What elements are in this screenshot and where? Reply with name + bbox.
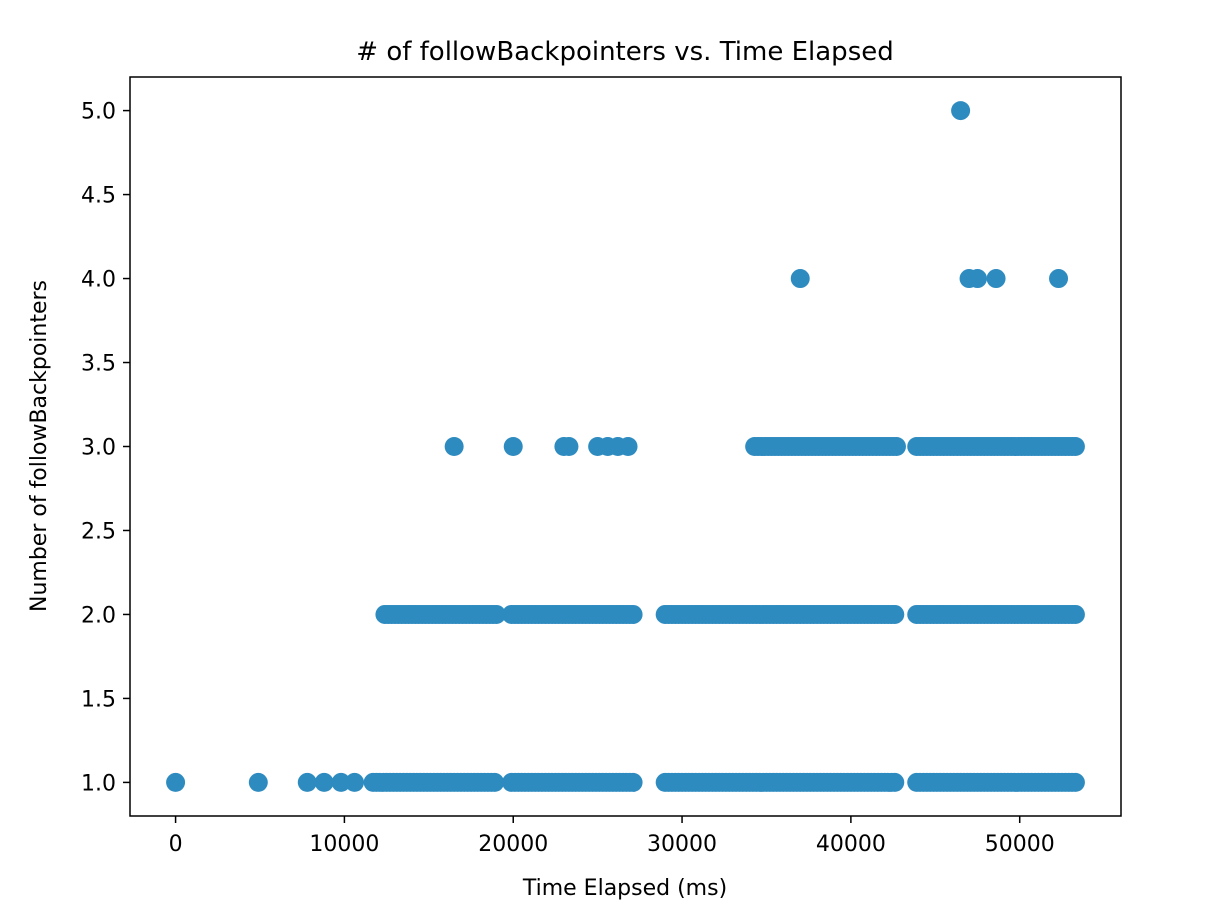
y-axis: 1.0 1.5 2.0 2.5 3.0 3.5 4.0 4.5 5.0 bbox=[81, 100, 130, 796]
data-point bbox=[503, 437, 523, 456]
y-tick-label: 4.5 bbox=[81, 184, 116, 209]
y-axis-label: Number of followBackpointers bbox=[27, 280, 52, 612]
data-point bbox=[248, 772, 268, 792]
y-tick-label: 3.5 bbox=[81, 352, 116, 377]
data-point bbox=[885, 604, 905, 624]
data-point bbox=[297, 772, 317, 792]
y-tick-label: 1.5 bbox=[81, 687, 116, 712]
chart-title: # of followBackpointers vs. Time Elapsed bbox=[356, 37, 893, 67]
data-point bbox=[886, 437, 906, 456]
data-point bbox=[314, 772, 334, 792]
x-tick-label: 0 bbox=[169, 832, 183, 857]
x-tick-label: 50000 bbox=[985, 832, 1055, 857]
data-point bbox=[1065, 437, 1085, 456]
y-tick-label: 2.5 bbox=[81, 519, 116, 544]
y-tick-label: 3.0 bbox=[81, 436, 116, 461]
data-point bbox=[331, 772, 351, 792]
data-point bbox=[967, 269, 987, 289]
data-point bbox=[1065, 604, 1085, 624]
data-point bbox=[559, 437, 579, 456]
data-point bbox=[1065, 772, 1085, 792]
data-point bbox=[486, 604, 506, 624]
x-tick-label: 30000 bbox=[647, 832, 717, 857]
y-tick-label: 1.0 bbox=[81, 771, 116, 796]
data-point bbox=[623, 604, 643, 624]
x-tick-label: 10000 bbox=[309, 832, 379, 857]
data-point bbox=[444, 437, 464, 456]
plot-area bbox=[166, 101, 1085, 792]
data-point bbox=[986, 269, 1006, 289]
data-point bbox=[485, 772, 505, 792]
x-tick-label: 40000 bbox=[816, 832, 886, 857]
y-tick-label: 2.0 bbox=[81, 603, 116, 628]
data-point bbox=[166, 772, 186, 792]
data-point bbox=[885, 772, 905, 792]
data-point bbox=[618, 437, 638, 456]
data-point bbox=[623, 772, 643, 792]
x-axis-label: Time Elapsed (ms) bbox=[522, 876, 727, 901]
data-point bbox=[790, 269, 810, 289]
data-point bbox=[951, 101, 971, 121]
y-tick-label: 4.0 bbox=[81, 268, 116, 293]
x-axis: 0 10000 20000 30000 40000 50000 bbox=[169, 816, 1055, 857]
data-point bbox=[345, 772, 365, 792]
data-point bbox=[1049, 269, 1069, 289]
y-tick-label: 5.0 bbox=[81, 100, 116, 125]
x-tick-label: 20000 bbox=[478, 832, 548, 857]
